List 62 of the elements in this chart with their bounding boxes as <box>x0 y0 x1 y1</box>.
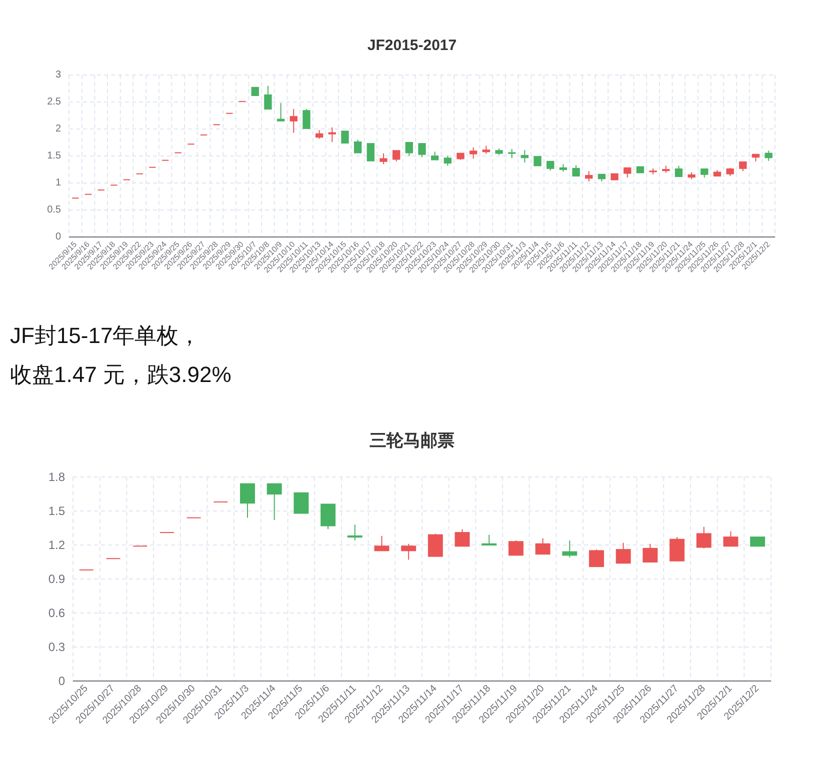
candlestick <box>374 535 390 552</box>
y-tick-label: 1.5 <box>47 150 62 162</box>
candlestick <box>562 540 578 558</box>
candlestick <box>674 165 683 178</box>
candlestick <box>750 536 766 547</box>
y-tick-label: 0 <box>58 674 66 688</box>
candlestick <box>764 150 772 162</box>
candlestick <box>240 483 255 518</box>
candlestick <box>418 143 426 158</box>
candlestick <box>401 543 416 560</box>
candlestick <box>535 538 550 555</box>
candlestick <box>642 543 658 562</box>
candlestick <box>589 549 604 568</box>
candlestick <box>482 534 497 546</box>
candlestick <box>276 102 285 122</box>
candlestick <box>266 483 282 521</box>
candlestick <box>534 156 542 166</box>
candlestick <box>380 152 388 165</box>
candlestick <box>670 536 685 562</box>
text: JF封15-17年单枚， <box>10 323 201 348</box>
candlestick <box>294 492 309 514</box>
candlestick <box>546 160 554 172</box>
candlestick <box>341 130 349 144</box>
candlestick <box>470 146 478 160</box>
y-tick-label: 0.9 <box>48 572 66 586</box>
candlestick <box>723 530 738 547</box>
y-tick-label: 2 <box>55 124 62 134</box>
y-tick-label: 1.2 <box>48 538 66 552</box>
candlestick <box>444 156 452 166</box>
candlestick <box>739 161 747 172</box>
candlestick <box>290 108 298 134</box>
y-tick-label: 0.5 <box>47 204 62 216</box>
candlestick <box>405 142 413 156</box>
text: 收盘1.47 元，跌3.92% <box>10 362 232 387</box>
y-tick-label: 2.5 <box>47 96 62 108</box>
y-tick-label: 1.5 <box>48 504 66 518</box>
y-tick-label: 0 <box>55 232 62 242</box>
candlestick <box>508 148 516 159</box>
candlestick <box>347 524 362 541</box>
y-tick-label: 3 <box>55 70 62 80</box>
candlestick <box>585 170 593 182</box>
chart-title: JF2015-2017 <box>367 37 457 54</box>
candlestick <box>302 108 310 129</box>
candlestick <box>508 540 524 556</box>
candlestick <box>454 528 470 547</box>
y-tick-label: 0.3 <box>48 640 66 654</box>
candlestick <box>616 542 631 564</box>
chart-title: 三轮马邮票 <box>370 431 454 450</box>
y-tick-label: 1.8 <box>48 470 66 484</box>
candlestick <box>392 150 400 162</box>
candlestick <box>328 126 336 142</box>
candlestick <box>428 533 443 557</box>
candlestick <box>366 143 374 162</box>
candlestick <box>264 85 272 110</box>
candlestick <box>520 150 529 163</box>
candlestick <box>354 139 362 154</box>
candlestick <box>696 526 712 549</box>
candlestick <box>624 167 632 178</box>
candlestick <box>572 164 580 176</box>
y-tick-label: 0.6 <box>48 606 66 620</box>
candlestick <box>320 504 336 530</box>
y-tick-label: 1 <box>55 178 62 188</box>
